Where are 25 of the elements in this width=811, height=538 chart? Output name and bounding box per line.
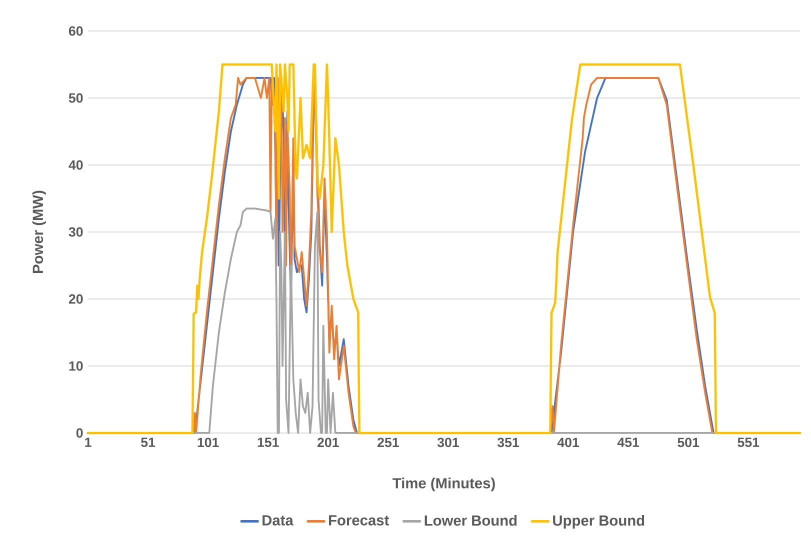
legend-label: Lower Bound bbox=[424, 514, 517, 526]
x-tick-label: 451 bbox=[617, 438, 640, 447]
y-tick-label: 10 bbox=[69, 361, 83, 371]
legend-label: Forecast bbox=[329, 515, 389, 526]
x-tick-label: 51 bbox=[141, 438, 156, 447]
x-tick-label: 501 bbox=[678, 438, 700, 448]
x-tick-label: 151 bbox=[258, 438, 279, 447]
x-tick-label: 401 bbox=[557, 438, 580, 448]
x-tick-label: 101 bbox=[198, 438, 219, 448]
x-tick-label: 551 bbox=[738, 438, 760, 447]
y-tick-label: 50 bbox=[68, 93, 83, 103]
y-tick-label: 0 bbox=[76, 428, 83, 438]
x-tick-label: 301 bbox=[437, 438, 459, 448]
y-tick-label: 60 bbox=[68, 26, 83, 36]
y-tick-label: 30 bbox=[68, 227, 83, 237]
x-tick-label: 201 bbox=[317, 438, 339, 448]
y-axis-title: Power (MW) bbox=[32, 190, 46, 273]
y-tick-label: 20 bbox=[68, 294, 83, 304]
legend-label: Data bbox=[262, 515, 294, 526]
x-tick-label: 251 bbox=[378, 438, 399, 448]
x-tick-label: 1 bbox=[85, 438, 92, 447]
y-tick-label: 40 bbox=[68, 160, 83, 170]
x-tick-label: 351 bbox=[497, 438, 519, 448]
legend-label: Upper Bound bbox=[553, 514, 644, 529]
x-axis-title: Time (Minutes) bbox=[392, 478, 495, 492]
